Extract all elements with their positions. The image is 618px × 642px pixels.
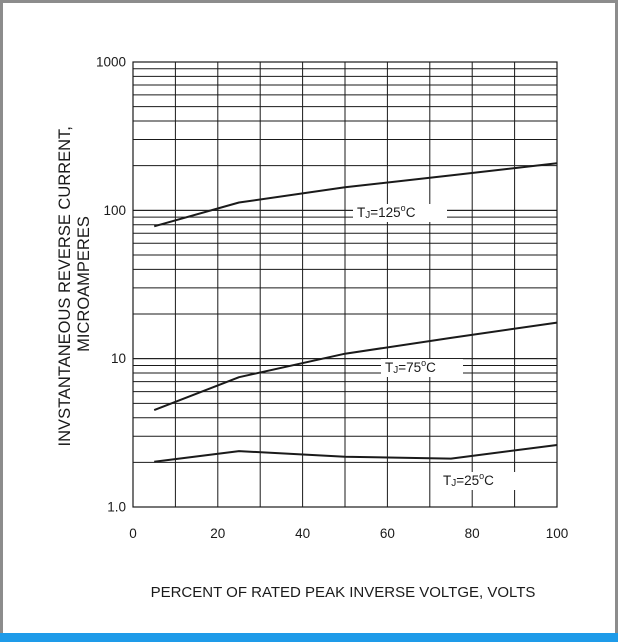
y-tick-label: 10 [111,351,126,366]
x-tick-label: 80 [465,526,480,541]
axis-ticks: 0 20 40 60 80 100 1.0 10 100 1000 [96,55,568,542]
y-tick-label: 1.0 [107,500,126,515]
plot-border [132,61,558,508]
y-tick-label: 1000 [96,55,126,70]
x-tick-label: 0 [129,526,137,541]
x-tick-label: 100 [546,526,569,541]
y-axis-title: INVSTANTANEOUS REVERSE CURRENT, MICROAMP… [56,122,93,447]
accent-bar [0,633,618,642]
series-label-background [439,472,521,490]
series-label: TJ=25oC [443,471,494,489]
series-line [154,444,558,463]
series-label: TJ=125oC [357,203,416,221]
chart-grid [132,61,558,508]
x-axis-title: PERCENT OF RATED PEAK INVERSE VOLTGE, VO… [151,584,536,601]
series-label-background [381,359,463,377]
series-label: TJ=75oC [385,358,436,376]
y-tick-label: 100 [103,203,126,218]
chart-series [153,162,558,463]
series-line [153,321,558,412]
series-label-background [353,204,447,222]
y-axis-title-line-2: MICROAMPERES [75,216,93,352]
x-tick-label: 40 [295,526,310,541]
y-axis-title-line-1: INVSTANTANEOUS REVERSE CURRENT, [56,126,74,446]
x-tick-label: 60 [380,526,395,541]
x-tick-label: 20 [210,526,225,541]
series-line [153,162,558,228]
series-labels: TJ=125oC TJ=75oC TJ=25oC [353,203,521,490]
